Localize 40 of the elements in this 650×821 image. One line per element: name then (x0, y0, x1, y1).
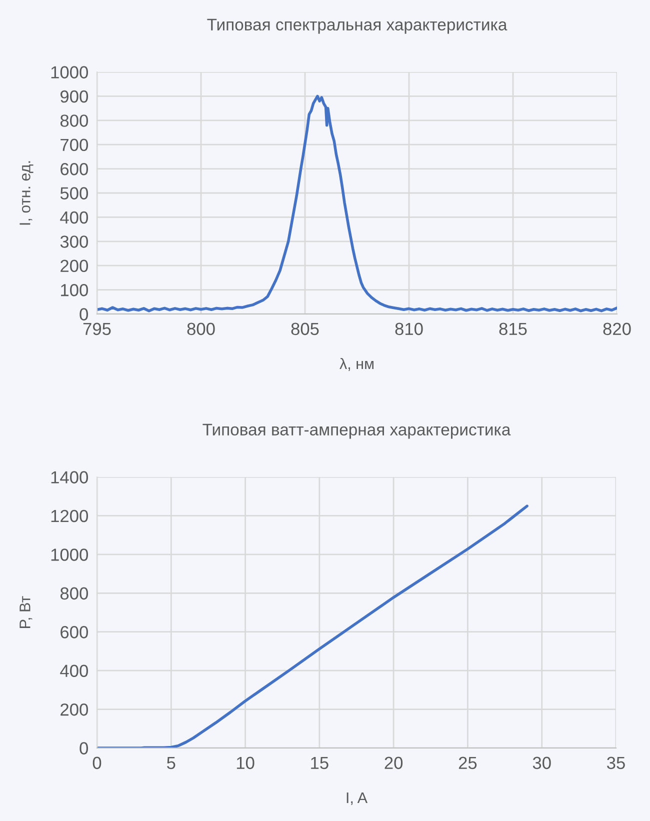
x-tick-label: 30 (532, 756, 551, 770)
x-tick-label: 15 (311, 756, 328, 770)
x-tick-label: 820 (603, 322, 631, 336)
y-tick-label: 100 (61, 284, 88, 296)
y-axis-title: P, Вт (20, 596, 32, 628)
x-tick-label: 810 (395, 322, 423, 336)
y-tick-label: 500 (60, 187, 88, 200)
x-tick-label: 0 (92, 756, 102, 770)
x-tick-label: 20 (384, 756, 403, 770)
x-tick-label: 35 (607, 756, 625, 770)
y-tick-label: 1000 (51, 548, 88, 561)
x-axis-title: λ, нм (340, 358, 374, 371)
x-tick-label: 10 (236, 756, 254, 770)
y-tick-label: 900 (60, 90, 88, 103)
y-tick-label: 0 (80, 742, 88, 754)
x-tick-label: 805 (291, 322, 319, 336)
y-tick-label: 300 (60, 236, 88, 248)
x-tick-label: 795 (83, 322, 111, 336)
x-axis-title: I, A (346, 792, 368, 805)
y-tick-label: 1200 (51, 510, 88, 522)
y-tick-label: 0 (80, 308, 88, 320)
y-tick-label: 1400 (51, 471, 88, 484)
x-tick-label: 815 (499, 322, 527, 336)
chart-title: Типовая спектральная характеристика (207, 18, 508, 34)
y-tick-label: 200 (60, 260, 88, 272)
x-tick-label: 5 (167, 756, 176, 770)
y-tick-label: 600 (60, 626, 88, 638)
line-series (97, 504, 528, 748)
x-tick-label: 800 (187, 322, 215, 336)
x-tick-label: 25 (458, 756, 477, 770)
y-axis-title: I, отн. ед. (20, 161, 34, 225)
y-tick-label: 400 (60, 664, 88, 678)
y-tick-label: 400 (60, 211, 88, 224)
y-tick-label: 800 (60, 114, 88, 127)
y-tick-label: 700 (60, 138, 88, 152)
y-tick-label: 1000 (51, 66, 88, 78)
y-tick-label: 800 (60, 587, 88, 600)
chart-title: Типовая ватт-амперная характеристика (202, 424, 511, 439)
y-tick-label: 200 (60, 703, 88, 716)
y-tick-label: 600 (60, 162, 88, 176)
